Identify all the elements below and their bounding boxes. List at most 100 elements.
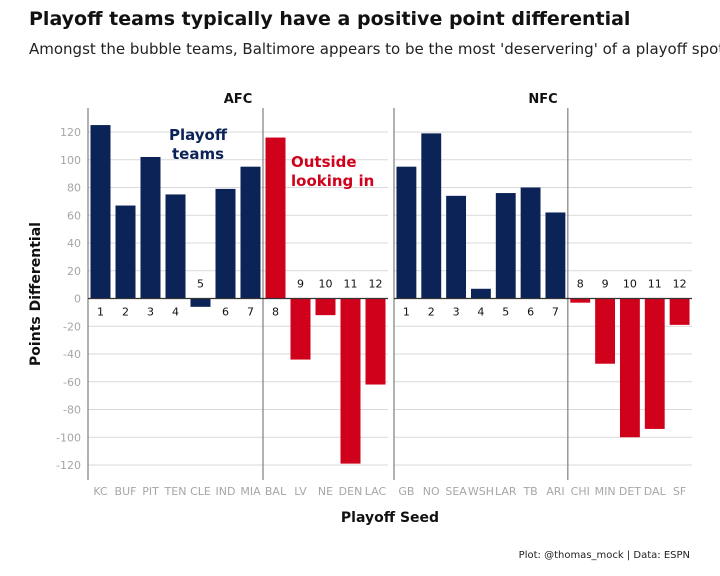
x-tick-label-bal: BAL <box>265 485 287 498</box>
facet-label-nfc: NFC <box>528 92 557 107</box>
bar-lar <box>495 193 516 299</box>
x-tick-label-ne: NE <box>318 485 333 498</box>
bar-mia <box>240 166 261 299</box>
y-tick-label: -20 <box>63 320 81 333</box>
annotation-outside-line-2: looking in <box>291 172 374 190</box>
chart-caption: Plot: @thomas_mock | Data: ESPN <box>518 550 690 561</box>
y-tick-label: -60 <box>63 376 81 389</box>
seed-label-lv: 9 <box>297 278 304 291</box>
bar-tb <box>520 187 541 299</box>
seed-label-ne: 10 <box>319 278 333 291</box>
bar-min <box>595 298 616 364</box>
x-tick-label-chi: CHI <box>571 485 590 498</box>
seed-label-lac: 12 <box>369 278 383 291</box>
seed-label-wsh: 4 <box>477 306 484 319</box>
seed-label-min: 9 <box>602 278 609 291</box>
x-tick-label-lar: LAR <box>495 485 517 498</box>
seed-label-dal: 11 <box>648 278 662 291</box>
bar-pit <box>140 156 161 299</box>
seed-label-pit: 3 <box>147 306 154 319</box>
seed-label-buf: 2 <box>122 306 129 319</box>
seed-label-den: 11 <box>344 278 358 291</box>
x-tick-label-kc: KC <box>93 485 108 498</box>
bar-ne <box>315 298 336 316</box>
x-tick-label-sea: SEA <box>445 485 467 498</box>
seed-label-ari: 7 <box>552 306 559 319</box>
bar-ten <box>165 194 186 299</box>
x-tick-label-ten: TEN <box>164 485 187 498</box>
seed-label-gb: 1 <box>403 306 410 319</box>
seed-label-kc: 1 <box>97 306 104 319</box>
bar-chi <box>570 298 591 303</box>
seed-label-sf: 12 <box>673 278 687 291</box>
bar-lac <box>365 298 386 385</box>
x-tick-label-ari: ARI <box>546 485 564 498</box>
bar-det <box>619 298 640 438</box>
x-tick-label-cle: CLE <box>190 485 211 498</box>
bar-no <box>421 133 442 299</box>
bar-buf <box>115 205 136 299</box>
x-tick-label-lac: LAC <box>365 485 387 498</box>
bar-ind <box>215 188 236 299</box>
x-tick-label-det: DET <box>619 485 641 498</box>
x-axis-title: Playoff Seed <box>341 510 439 526</box>
seed-label-ind: 6 <box>222 306 229 319</box>
x-tick-label-ind: IND <box>216 485 236 498</box>
x-tick-label-no: NO <box>423 485 440 498</box>
y-tick-label: 120 <box>60 126 81 139</box>
bar-dal <box>644 298 665 429</box>
bar-wsh <box>470 288 491 299</box>
bar-gb <box>396 166 417 299</box>
annotation-playoff-line-2: teams <box>172 145 224 163</box>
x-tick-label-wsh: WSH <box>468 485 494 498</box>
bar-lv <box>290 298 311 360</box>
y-tick-label: -100 <box>56 431 81 444</box>
x-tick-label-min: MIN <box>595 485 616 498</box>
seed-label-ten: 4 <box>172 306 179 319</box>
annotation-outside-line-1: Outside <box>291 153 357 171</box>
annotation-playoff-line-1: Playoff <box>169 126 228 144</box>
y-tick-label: 0 <box>74 293 81 306</box>
y-tick-label: 40 <box>67 237 81 250</box>
chart-subtitle: Amongst the bubble teams, Baltimore appe… <box>29 40 720 58</box>
x-tick-label-gb: GB <box>398 485 414 498</box>
y-tick-label: -120 <box>56 459 81 472</box>
seed-label-mia: 7 <box>247 306 254 319</box>
gridlines <box>87 108 692 480</box>
y-axis-title: Points Differential <box>28 222 44 366</box>
labels: -120 -100 -80 -60 -40 -20 0 20 40 60 80 100 120 AFC 1 K… <box>28 92 687 526</box>
x-tick-label-sf: SF <box>673 485 686 498</box>
x-tick-label-pit: PIT <box>142 485 159 498</box>
facet-label-afc: AFC <box>224 92 252 107</box>
bars <box>88 125 692 464</box>
y-tick-label: -40 <box>63 348 81 361</box>
x-tick-label-buf: BUF <box>115 485 137 498</box>
x-tick-label-tb: TB <box>522 485 537 498</box>
seed-label-sea: 3 <box>453 306 460 319</box>
seed-label-bal: 8 <box>272 306 279 319</box>
seed-label-no: 2 <box>428 306 435 319</box>
seed-label-cle: 5 <box>197 278 204 291</box>
seed-label-tb: 6 <box>527 306 534 319</box>
y-tick-label: -80 <box>63 404 81 417</box>
bar-den <box>340 298 361 464</box>
y-tick-label: 80 <box>67 182 81 195</box>
y-tick-label: 60 <box>67 209 81 222</box>
chart-title: Playoff teams typically have a positive … <box>29 8 631 30</box>
x-tick-label-mia: MIA <box>240 485 261 498</box>
bar-bal <box>265 137 286 299</box>
x-tick-label-dal: DAL <box>644 485 667 498</box>
y-tick-label: 100 <box>60 154 81 167</box>
bar-cle <box>190 298 211 307</box>
x-tick-label-lv: LV <box>294 485 307 498</box>
y-tick-label: 20 <box>67 265 81 278</box>
bar-ari <box>545 212 566 299</box>
seed-label-chi: 8 <box>577 278 584 291</box>
seed-label-lar: 5 <box>502 306 509 319</box>
bar-kc <box>90 125 111 299</box>
bar-sf <box>669 298 690 325</box>
x-tick-label-den: DEN <box>339 485 363 498</box>
bar-sea <box>446 195 467 299</box>
seed-label-det: 10 <box>623 278 637 291</box>
